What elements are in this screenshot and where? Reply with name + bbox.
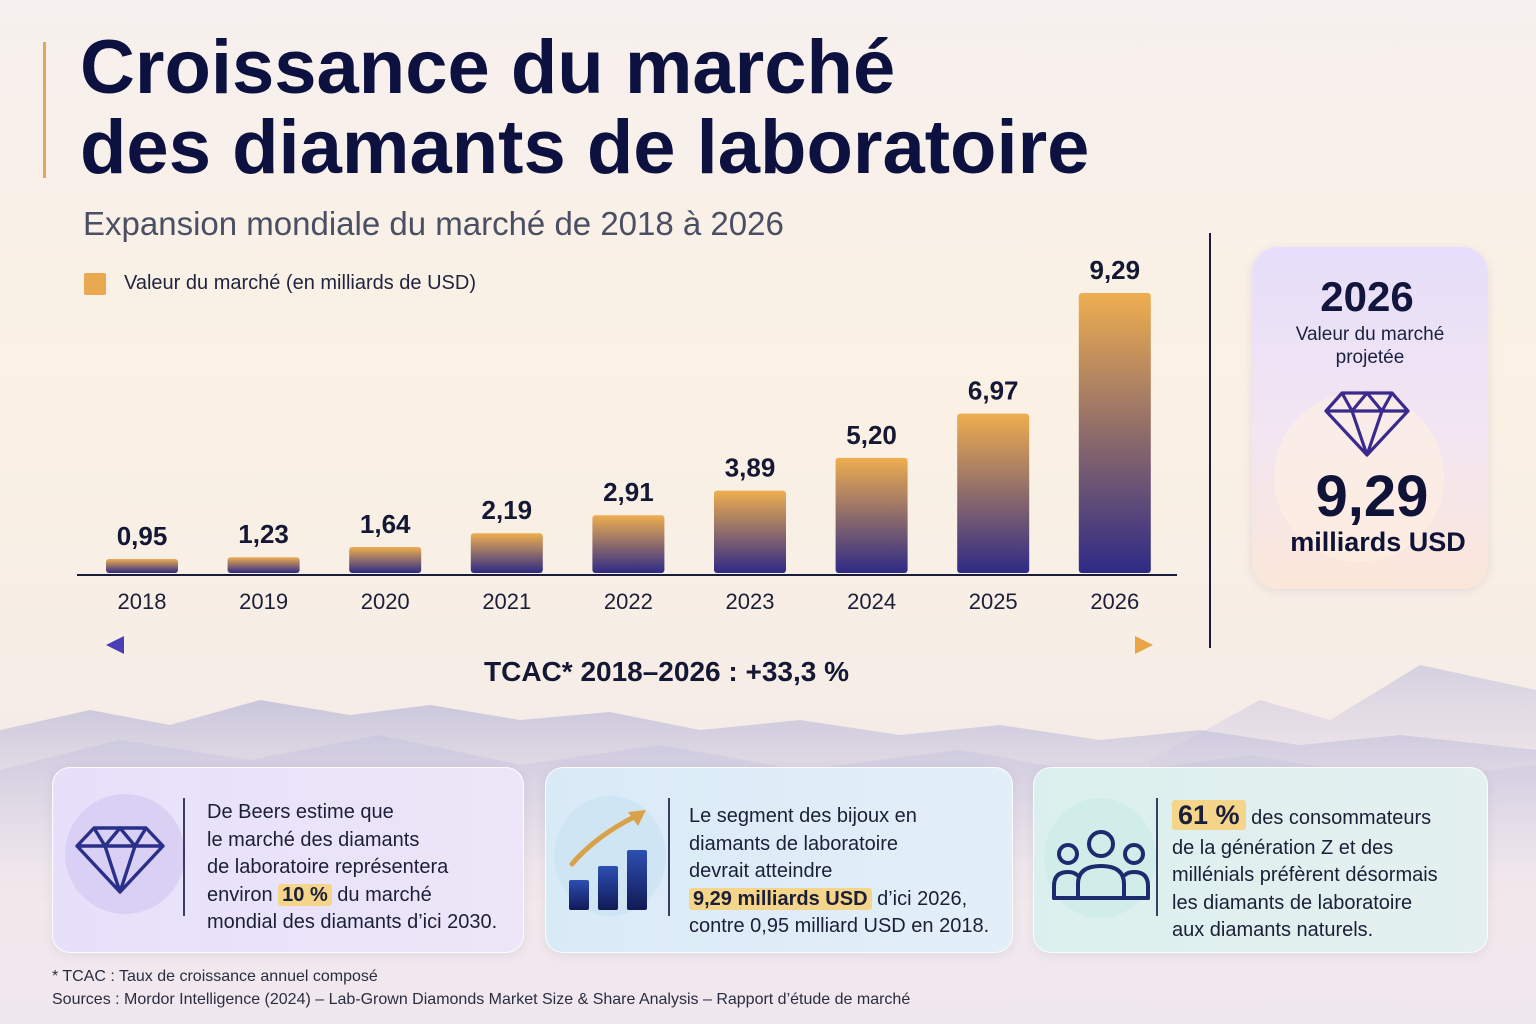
bars-group: [106, 293, 1151, 573]
chart-legend: Valeur du marché (en milliards de USD): [84, 272, 476, 295]
x-tick-2018: 2018: [118, 589, 167, 614]
value-label-2026: 9,29: [1089, 255, 1140, 285]
card-line: le marché des diamants: [207, 828, 420, 851]
bar-2025: [957, 413, 1030, 573]
card-line: devrait atteindre: [689, 860, 833, 882]
projection-unit: milliards USD: [1290, 527, 1466, 557]
bar-2021: [470, 533, 543, 573]
card-text: Le segment des bijoux en diamants de lab…: [689, 803, 989, 941]
value-label-2024: 5,20: [846, 420, 897, 450]
page-subtitle: Expansion mondiale du marché de 2018 à 2…: [83, 205, 784, 242]
value-label-2019: 1,23: [238, 519, 289, 549]
users-group-icon: [1052, 830, 1150, 900]
info-card-jewelry-segment: Le segment des bijoux en diamants de lab…: [545, 767, 1013, 953]
info-card-de-beers: De Beers estime que le marché des diaman…: [52, 767, 524, 953]
value-label-2025: 6,97: [968, 376, 1019, 406]
highlight-badge: 10 %: [278, 883, 332, 906]
legend-label: Valeur du marché (en milliards de USD): [124, 272, 476, 294]
card-line: De Beers estime que: [207, 801, 394, 823]
info-card-consumers: 61 % des consommateurs de la génération …: [1033, 767, 1488, 953]
card-line: diamants de laboratoire: [689, 832, 899, 855]
card-separator: [183, 798, 185, 916]
growth-chart-icon: [569, 810, 647, 910]
x-tick-2022: 2022: [604, 589, 653, 614]
card-separator: [668, 798, 670, 916]
legend-swatch: [84, 272, 106, 295]
card-text: 61 % des consommateurs de la génération …: [1172, 800, 1438, 945]
card-line: aux diamants naturels.: [1172, 919, 1374, 941]
bar-2020: [349, 546, 422, 573]
card-line: d’ici 2026,: [871, 887, 968, 910]
diamond-icon: [75, 826, 165, 894]
card-text: De Beers estime que le marché des diaman…: [207, 799, 497, 937]
cagr-label: TCAC* 2018–2026 : +33,3 %: [484, 656, 849, 687]
x-tick-2026: 2026: [1090, 589, 1139, 614]
card-line: millénials préfèrent désormais: [1172, 864, 1438, 886]
projection-value: 9,29: [1315, 464, 1429, 529]
projection-glow: [1274, 392, 1444, 562]
bar-2022: [592, 515, 665, 573]
value-label-2023: 3,89: [725, 453, 776, 483]
sources-text: Sources : Mordor Intelligence (2024) – L…: [52, 991, 911, 1008]
projection-label-line-1: Valeur du marché: [1295, 324, 1445, 345]
card-line: Le segment des bijoux en: [689, 805, 917, 827]
highlight-badge: 9,29 milliards USD: [689, 887, 872, 910]
value-labels-group: 0,95 1,23 1,64 2,19 2,91 3,89 5,20 6,97 9,29: [117, 255, 1140, 551]
title-line-1: Croissance du marché: [80, 25, 896, 110]
projection-year: 2026: [1320, 273, 1414, 320]
diamond-icon: [1324, 391, 1410, 457]
card-line: les diamants de laboratoire: [1172, 891, 1413, 914]
value-label-2022: 2,91: [603, 477, 654, 507]
x-tick-labels-group: 2018 2019 2020 2021 2022 2023 2024 2025 2026: [118, 589, 1140, 614]
card-line: environ: [207, 883, 279, 906]
x-tick-2023: 2023: [726, 589, 775, 614]
bar-2023: [714, 490, 786, 573]
bar-2024: [835, 457, 908, 573]
value-label-2020: 1,64: [360, 509, 411, 539]
footnote: * TCAC : Taux de croissance annuel compo…: [52, 968, 378, 985]
title-accent-bar: [43, 42, 46, 178]
bar-2019: [227, 557, 300, 573]
x-tick-2021: 2021: [482, 589, 531, 614]
projection-label-line-2: projetée: [1335, 347, 1405, 368]
card-line: contre 0,95 milliard USD en 2018.: [689, 915, 990, 937]
title-line-2: des diamants de laboratoire: [80, 105, 1090, 190]
x-tick-2020: 2020: [361, 589, 410, 614]
card-line: des consommateurs: [1245, 807, 1432, 829]
card-line: de la génération Z et des: [1172, 836, 1394, 859]
card-separator: [1156, 798, 1158, 916]
value-label-2021: 2,19: [481, 495, 532, 525]
projection-label: Valeur du marché projetée: [1272, 323, 1468, 369]
x-tick-2019: 2019: [239, 589, 288, 614]
vertical-divider: [1209, 233, 1211, 648]
card-line: mondial des diamants d’ici 2030.: [207, 911, 498, 933]
bar-2026: [1078, 293, 1151, 573]
cagr-arrow: [106, 636, 1153, 654]
bar-2018: [106, 559, 178, 573]
page-title: Croissance du marché des diamants de lab…: [80, 28, 1230, 188]
highlight-badge: 61 %: [1172, 800, 1246, 830]
card-line: du marché: [331, 883, 432, 906]
card-line: de laboratoire représentera: [207, 856, 449, 878]
x-tick-2025: 2025: [969, 589, 1018, 614]
projection-card: 2026 Valeur du marché projetée 9,29 mill…: [1252, 247, 1488, 589]
x-tick-2024: 2024: [847, 589, 896, 614]
value-label-2018: 0,95: [117, 521, 168, 551]
